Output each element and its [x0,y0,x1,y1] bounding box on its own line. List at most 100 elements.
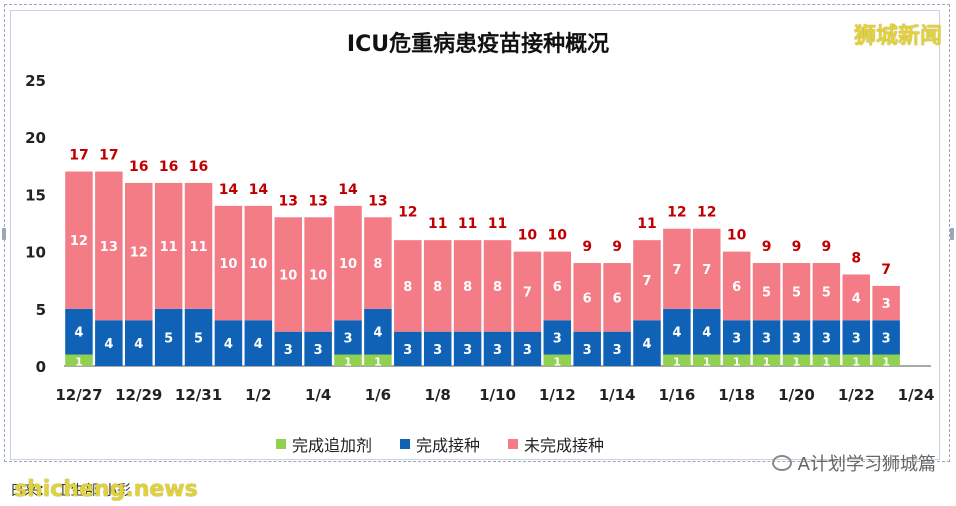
bar-segment [423,331,452,366]
bar-segment [274,331,302,366]
bar-segment [782,263,811,321]
bar-segment [633,240,661,321]
segment-value-label: 10 [219,257,237,272]
segment-value-label: 1 [793,355,801,368]
bar-segment [334,205,362,321]
total-value-label: 9 [821,239,831,255]
bar-segment [573,331,601,366]
bar-segment [812,354,841,366]
segment-value-label: 6 [732,280,741,295]
segment-value-label: 10 [339,257,357,272]
resize-handle-left[interactable] [2,228,6,240]
segment-value-label: 11 [189,240,207,255]
total-value-label: 12 [398,205,417,221]
bar-segment [872,354,900,366]
total-value-label: 14 [219,182,239,198]
bar-segment [453,240,482,332]
segment-value-label: 6 [613,291,622,306]
bar-segment [633,320,661,366]
bar-segment [184,308,213,366]
segment-value-label: 6 [553,280,562,295]
segment-value-label: 3 [284,343,293,358]
legend-swatch-completed [400,439,411,449]
segment-value-label: 6 [583,291,592,306]
bar-segment [124,320,153,366]
segment-value-label: 7 [672,263,681,278]
segment-value-label: 3 [732,331,741,346]
segment-value-label: 8 [493,280,502,295]
x-tick-label: 1/22 [838,386,875,404]
total-value-label: 17 [69,148,88,164]
bar-segment [842,274,871,321]
legend-swatch-incomplete [508,439,519,449]
source-mark: A计划学习狮城篇 [771,450,936,476]
total-value-label: 9 [612,239,622,255]
bar-segment [752,263,781,321]
legend-label-completed: 完成接种 [416,436,481,455]
total-value-label: 9 [762,239,772,255]
bar-segment [483,240,512,332]
resize-handle-right[interactable] [950,228,954,240]
x-tick-label: 1/4 [305,386,331,404]
segment-value-label: 1 [733,355,741,368]
segment-value-label: 10 [279,268,297,283]
legend-swatch-booster [276,439,286,449]
bar-segment [244,320,273,366]
segment-value-label: 3 [553,331,562,346]
plot-area [10,10,940,460]
segment-value-label: 5 [164,331,173,346]
segment-value-label: 4 [373,326,382,341]
segment-value-label: 4 [104,337,113,352]
segment-value-label: 3 [822,331,831,346]
bar-segment [752,354,781,366]
segment-value-label: 1 [344,355,352,368]
bar-segment [154,308,183,366]
total-value-label: 13 [278,193,297,209]
bar-segment [782,354,811,366]
segment-value-label: 3 [493,343,502,358]
segment-value-label: 3 [314,343,323,358]
legend-item-completed: 完成接种 [400,432,480,456]
bar-segment [693,228,721,309]
segment-value-label: 11 [160,240,178,255]
total-value-label: 14 [249,182,269,198]
segment-value-label: 3 [403,343,412,358]
bar-segment [543,320,572,355]
bar-segment [812,263,841,321]
segment-value-label: 10 [249,257,267,272]
x-tick-label: 1/6 [365,386,391,404]
bar-segment [663,308,691,355]
bar-segment [124,182,153,321]
bar-segment [394,331,422,366]
wechat-icon [771,455,792,471]
segment-value-label: 8 [403,280,412,295]
bar-segment [274,217,302,332]
x-tick-label: 1/12 [539,386,576,404]
segment-value-label: 3 [792,331,801,346]
legend-label-incomplete: 未完成接种 [524,436,605,455]
bar-segment [244,205,273,321]
bar-segment [722,354,751,366]
segment-value-label: 4 [642,337,651,352]
x-tick-label: 1/2 [245,386,271,404]
segment-value-label: 7 [702,263,711,278]
segment-value-label: 3 [583,343,592,358]
segment-value-label: 5 [792,286,801,301]
legend-label-booster: 完成追加剂 [292,436,373,455]
bar-segment [364,308,392,355]
total-value-label: 11 [637,216,656,232]
total-value-label: 11 [428,216,447,232]
bar-segment [65,171,93,309]
chart-legend: 完成追加剂 完成接种 未完成接种 [276,432,604,456]
bar-segment [154,182,183,309]
total-value-label: 10 [548,228,568,244]
total-value-label: 17 [99,148,118,164]
bar-segment [722,320,751,355]
legend-item-incomplete: 未完成接种 [508,432,604,456]
segment-value-label: 1 [823,355,831,368]
segment-value-label: 1 [763,355,771,368]
y-tick-label: 10 [25,244,46,262]
bar-segment [513,331,542,366]
watermark: shicheng.news [14,477,198,502]
